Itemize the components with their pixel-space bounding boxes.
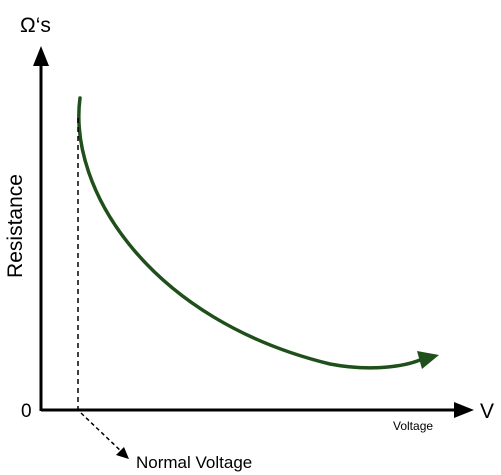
pointer-arrow-icon [116,447,129,459]
resistance-curve [77,96,422,370]
y-axis-label: Resistance [4,174,27,278]
normal-voltage-label: Normal Voltage [136,453,252,472]
origin-label: 0 [21,401,32,422]
x-axis-arrow-icon [454,402,474,418]
x-unit-label: V [480,400,494,423]
normal-voltage-pointer [80,412,124,454]
y-axis-arrow-icon [33,46,49,66]
curve-arrow-icon [417,351,439,369]
y-unit-label: Ω‘s [20,14,51,37]
x-axis-label: Voltage [393,419,433,433]
